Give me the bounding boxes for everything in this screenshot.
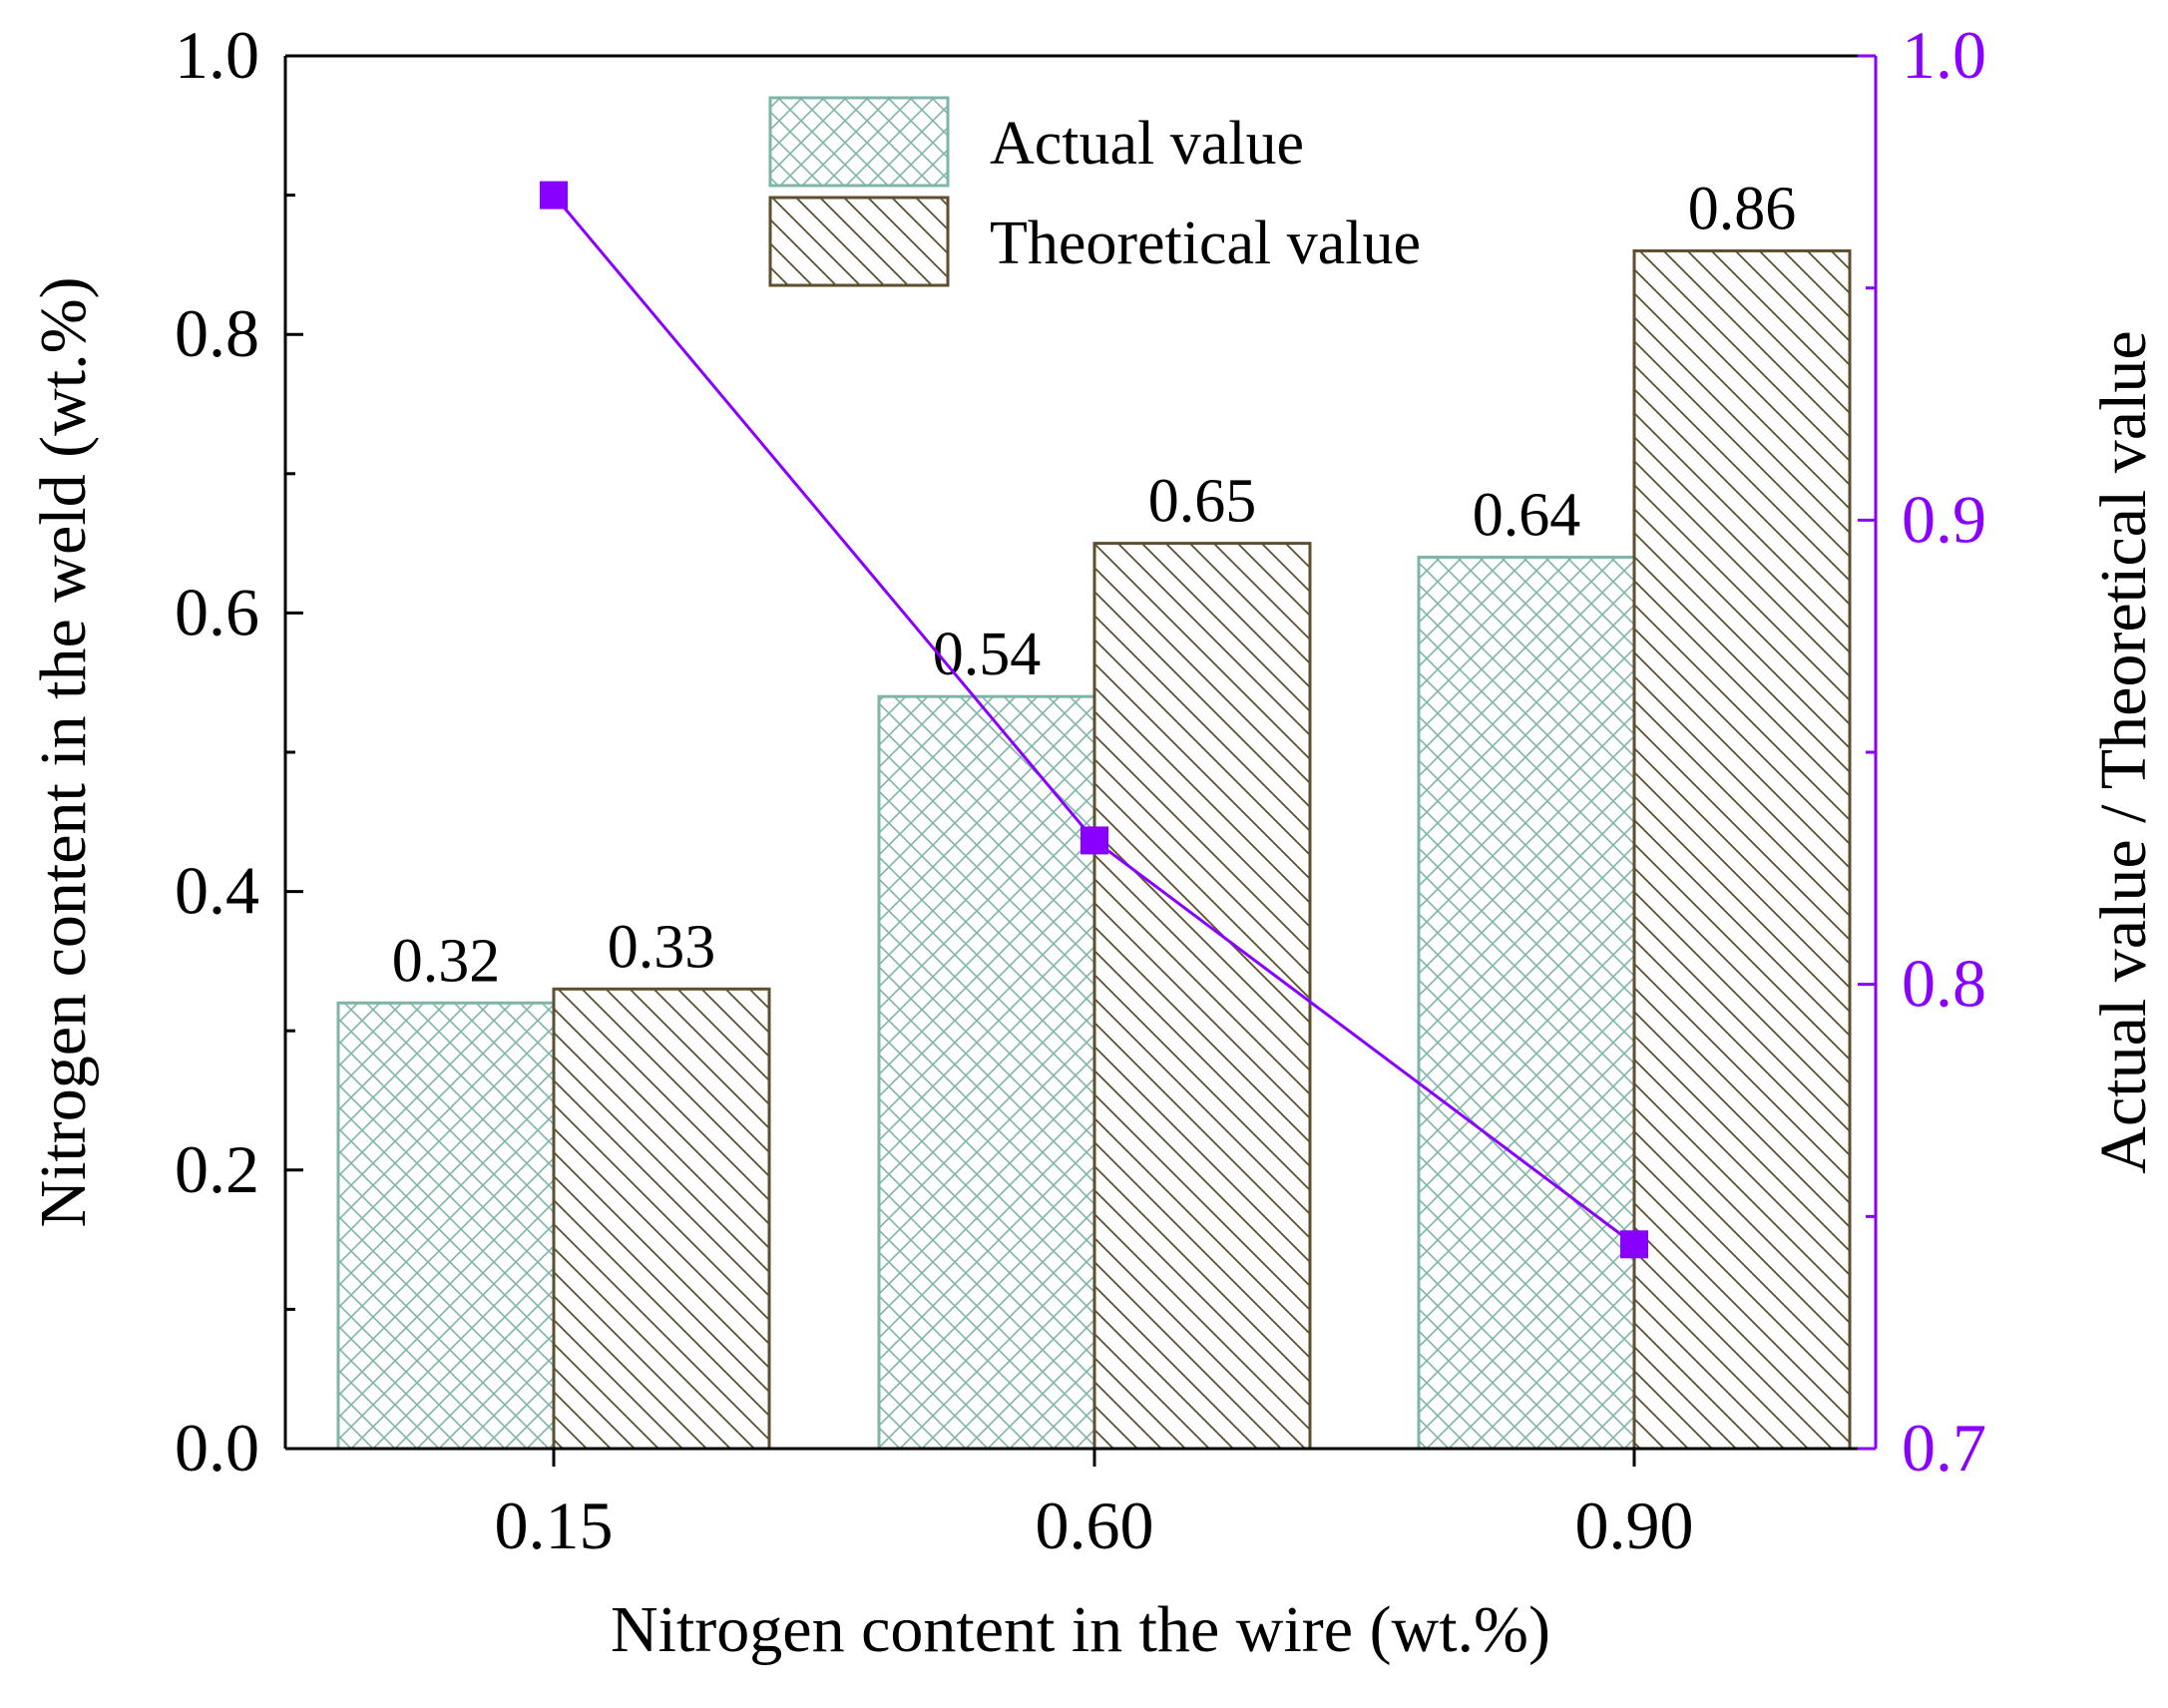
left-y-tick-label: 0.4 (175, 853, 259, 929)
x-axis-title: Nitrogen content in the wire (wt.%) (611, 1593, 1550, 1666)
right-y-tick-label: 0.9 (1902, 481, 1986, 557)
ratio-marker-0.15 (540, 181, 568, 210)
data-label-actual-0.90: 0.64 (1473, 482, 1581, 550)
legend-label-actual: Actual value (990, 110, 1304, 178)
left-y-tick-label: 0.0 (175, 1410, 259, 1486)
left-y-tick-label: 0.2 (175, 1131, 259, 1207)
bar-actual-0.90 (1417, 556, 1636, 1451)
data-label-theoretical-0.90: 0.86 (1688, 175, 1797, 242)
legend-swatch-theoretical (768, 196, 950, 287)
x-tick-label: 0.60 (1036, 1488, 1154, 1563)
bar-actual-0.60 (877, 694, 1096, 1451)
legend-label-theoretical: Theoretical value (990, 210, 1421, 277)
data-label-actual-0.15: 0.32 (392, 927, 501, 995)
left-y-tick-label: 0.6 (175, 574, 259, 649)
bar-theoretical-0.60 (1092, 542, 1312, 1451)
x-tick-label: 0.15 (495, 1488, 614, 1563)
right-y-tick-label: 1.0 (1902, 17, 1986, 93)
bar-actual-0.15 (336, 1001, 556, 1451)
right-y-tick-label: 0.7 (1902, 1410, 1986, 1486)
ratio-marker-0.90 (1620, 1230, 1648, 1259)
legend-swatch-actual (768, 96, 950, 188)
x-tick-label: 0.90 (1575, 1488, 1694, 1563)
bar-theoretical-0.15 (552, 987, 771, 1451)
ratio-marker-0.60 (1081, 826, 1108, 855)
legend: Actual value Theoretical value (768, 96, 1421, 287)
left-y-tick-label: 0.8 (175, 295, 259, 371)
bar-theoretical-0.90 (1632, 248, 1852, 1451)
right-y-axis-title: Actual value / Theoretical value (2087, 330, 2160, 1173)
right-y-tick-label: 0.8 (1902, 946, 1986, 1022)
data-label-theoretical-0.15: 0.33 (608, 913, 716, 981)
left-y-axis-title: Nitrogen content in the weld (wt.%) (27, 276, 100, 1227)
left-y-tick-label: 1.0 (175, 17, 259, 93)
data-label-theoretical-0.60: 0.65 (1148, 468, 1257, 536)
data-label-actual-0.60: 0.54 (933, 621, 1042, 688)
